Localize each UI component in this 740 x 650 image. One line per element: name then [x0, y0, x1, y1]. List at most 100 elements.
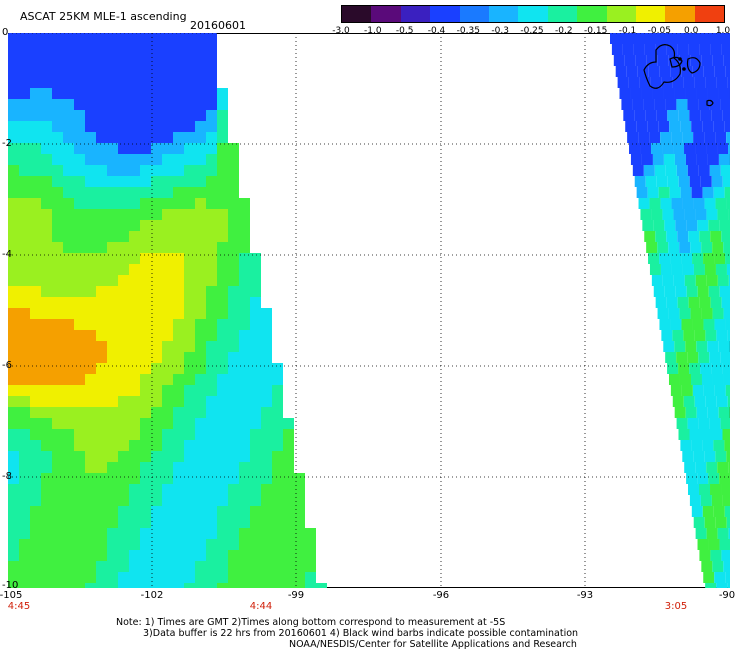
swath-cell	[85, 88, 96, 99]
swath-cell	[698, 165, 710, 176]
swath-cell	[691, 187, 703, 198]
swath-cell	[52, 352, 63, 363]
swath-cell	[107, 396, 118, 407]
swath-cell	[713, 440, 725, 451]
swath-cell	[184, 363, 195, 374]
swath-cell	[19, 352, 30, 363]
swath-cell	[30, 88, 41, 99]
swath-cell	[30, 242, 41, 253]
swath-cell	[272, 363, 283, 374]
swath-cell	[261, 473, 272, 484]
swath-cell	[697, 473, 709, 484]
swath-cell	[628, 77, 640, 88]
swath-cell	[151, 187, 162, 198]
lon-label-93: -93	[576, 590, 594, 601]
swath-cell	[107, 319, 118, 330]
swath-cell	[701, 561, 713, 572]
swath-cell	[162, 143, 173, 154]
swath-cell	[250, 275, 261, 286]
swath-cell	[217, 572, 228, 583]
swath-cell	[140, 187, 151, 198]
swath-cell	[162, 528, 173, 539]
swath-cell	[162, 99, 173, 110]
swath-cell	[217, 473, 228, 484]
swath-cell	[63, 77, 74, 88]
swath-cell	[206, 407, 217, 418]
swath-cell	[41, 462, 52, 473]
swath-cell	[129, 495, 140, 506]
swath-cell	[674, 154, 686, 165]
swath-cell	[52, 396, 63, 407]
swath-cell	[195, 473, 206, 484]
swath-cell	[173, 154, 184, 165]
swath-cell	[41, 506, 52, 517]
swath-cell	[107, 308, 118, 319]
swath-cell	[162, 66, 173, 77]
swath-cell	[118, 550, 129, 561]
swath-cell	[704, 264, 716, 275]
swath-cell	[217, 330, 228, 341]
swath-cell	[74, 363, 85, 374]
swath-cell	[151, 231, 162, 242]
swath-cell	[107, 132, 118, 143]
swath-cell	[668, 55, 680, 66]
swath-cell	[667, 176, 679, 187]
swath-cell	[228, 154, 239, 165]
swath-cell	[239, 253, 250, 264]
swath-cell	[129, 110, 140, 121]
swath-cell	[239, 286, 250, 297]
swath-cell	[140, 176, 151, 187]
swath-cell	[107, 462, 118, 473]
swath-cell	[677, 44, 689, 55]
swath-cell	[74, 374, 85, 385]
swath-cell	[697, 220, 709, 231]
swath-cell	[151, 198, 162, 209]
swath-cell	[688, 297, 700, 308]
swath-cell	[30, 462, 41, 473]
lon-label-96: -96	[432, 590, 450, 601]
swath-cell	[118, 165, 129, 176]
swath-cell	[8, 198, 19, 209]
swath-cell	[118, 286, 129, 297]
swath-cell	[305, 572, 316, 583]
swath-cell	[173, 352, 184, 363]
swath-cell	[682, 198, 694, 209]
swath-cell	[173, 451, 184, 462]
swath-cell	[726, 132, 730, 143]
swath-cell	[713, 506, 725, 517]
swath-cell	[96, 77, 107, 88]
swath-cell	[712, 242, 724, 253]
swath-cell	[718, 88, 730, 99]
swath-cell	[250, 385, 261, 396]
swath-cell	[228, 473, 239, 484]
swath-cell	[708, 286, 720, 297]
swath-cell	[107, 220, 118, 231]
swath-cell	[686, 286, 698, 297]
swath-cell	[184, 506, 195, 517]
swath-cell	[195, 418, 206, 429]
swath-cell	[140, 550, 151, 561]
swath-cell	[19, 484, 30, 495]
swath-cell	[195, 44, 206, 55]
swath-cell	[52, 561, 63, 572]
swath-cell	[107, 198, 118, 209]
swath-cell	[140, 561, 151, 572]
swath-cell	[96, 110, 107, 121]
swath-cell	[85, 143, 96, 154]
swath-cell	[8, 341, 19, 352]
swath-cell	[217, 550, 228, 561]
swath-cell	[228, 451, 239, 462]
swath-cell	[217, 231, 228, 242]
swath-cell	[701, 55, 713, 66]
swath-cell	[140, 517, 151, 528]
swath-cell	[684, 209, 696, 220]
swath-cell	[667, 363, 679, 374]
swath-cell	[74, 297, 85, 308]
swath-cell	[184, 440, 195, 451]
swath-cell	[706, 143, 718, 154]
note-line-2: 3)Data buffer is 22 hrs from 20160601 4)…	[143, 628, 579, 639]
swath-cell	[96, 583, 107, 588]
swath-cell	[162, 363, 173, 374]
colorbar-label: 1.0	[715, 26, 731, 36]
swath-cell	[617, 77, 629, 88]
